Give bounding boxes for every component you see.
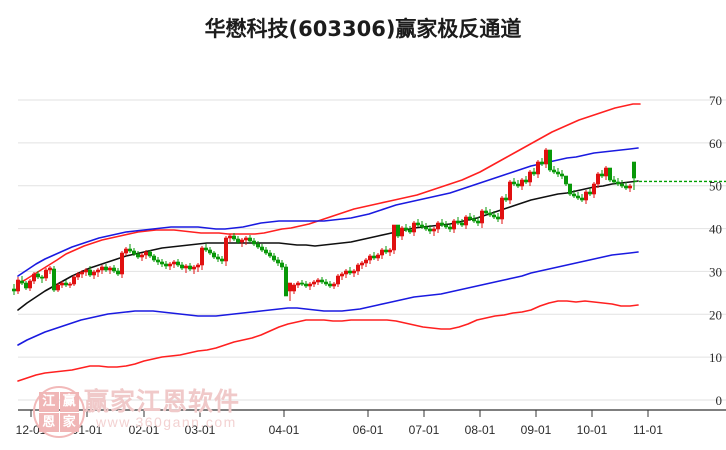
- y-tick-20: 20: [709, 307, 722, 322]
- x-tick-03-01: 03-01: [185, 423, 216, 437]
- gridlines-group: [18, 99, 726, 401]
- x-tick-04-01: 04-01: [269, 423, 300, 437]
- x-tick-02-01: 02-01: [129, 423, 160, 437]
- y-tick-0: 0: [716, 393, 723, 408]
- y-tick-60: 60: [709, 136, 722, 151]
- x-axis-tick-labels: 12-01 01-01 02-01 03-01 04-01 06-01 07-01 08-01…: [16, 423, 664, 437]
- y-tick-70: 70: [709, 93, 722, 108]
- y-tick-10: 10: [709, 350, 722, 365]
- y-axis-tick-labels: 0 10 20 30 40 50 60 70: [709, 93, 722, 408]
- y-tick-30: 30: [709, 264, 722, 279]
- x-tick-07-01: 07-01: [409, 423, 440, 437]
- y-tick-40: 40: [709, 222, 722, 237]
- y-tick-50: 50: [709, 179, 722, 194]
- x-tick-12-01: 12-01: [16, 423, 47, 437]
- x-tick-10-01: 10-01: [577, 423, 608, 437]
- channel-bands-group: [17, 103, 641, 382]
- x-tick-11-01: 11-01: [633, 423, 663, 437]
- axis-group: [18, 409, 726, 417]
- candlesticks-group: [12, 148, 636, 301]
- x-tick-09-01: 09-01: [521, 423, 552, 437]
- chart-title: 华懋科技(603306)赢家极反通道: [204, 17, 522, 41]
- x-tick-08-01: 08-01: [465, 423, 496, 437]
- x-tick-06-01: 06-01: [353, 423, 384, 437]
- x-tick-01-01: 01-01: [72, 423, 103, 437]
